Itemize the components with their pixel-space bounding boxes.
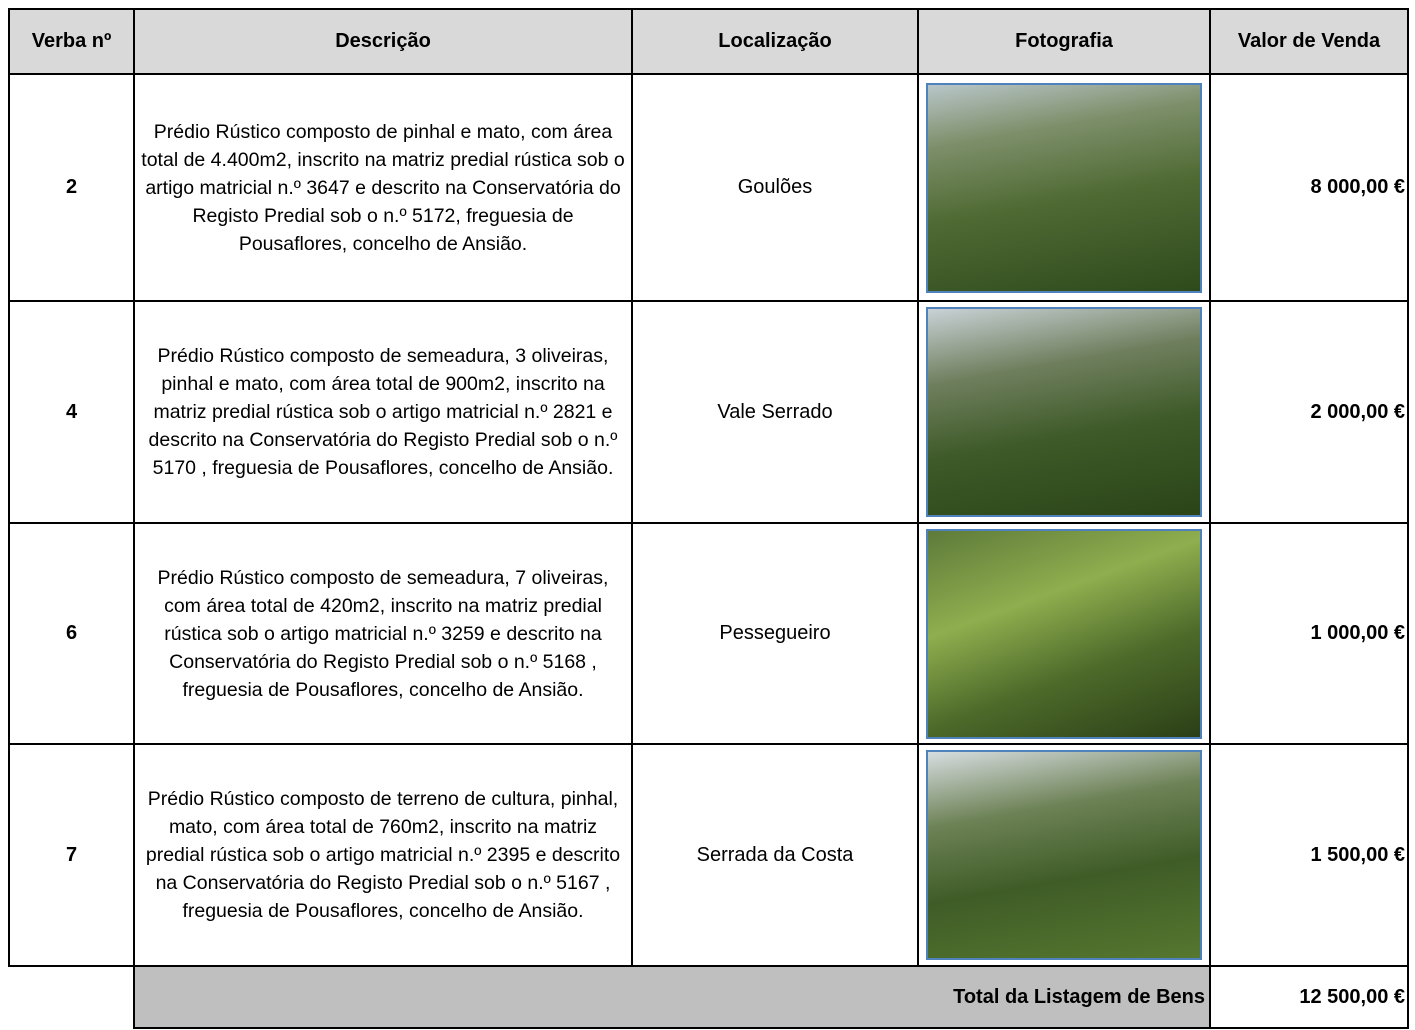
descricao: Prédio Rústico composto de pinhal e mato… [133,73,633,302]
valor: 8 000,00 € [1209,73,1409,302]
header-cell: Verba nº [8,8,135,75]
row: 6 Prédio Rústico composto de semeadura, … [8,522,1409,745]
descricao: Prédio Rústico composto de semeadura, 7 … [133,522,633,745]
row: 7 Prédio Rústico composto de terreno de … [8,743,1409,967]
localizacao: Goulões [631,73,919,302]
verba: 6 [8,522,135,745]
header-row: Verba nº Descrição Localização Fotografi… [8,8,1409,75]
row: 2 Prédio Rústico composto de pinhal e ma… [8,73,1409,302]
photo [926,528,1202,739]
photo-cell [917,743,1211,967]
photo [926,750,1202,960]
valor: 1 500,00 € [1209,743,1409,967]
photo-cell [917,73,1211,302]
blank [9,966,134,1028]
photo-cell [917,300,1211,524]
photo [926,82,1202,293]
total-value: 12 500,00 € [1209,965,1409,1029]
photo [926,307,1202,517]
localizacao: Vale Serrado [631,300,919,524]
total-label: Total da Listagem de Bens [133,965,1211,1029]
header-cell: Localização [631,8,919,75]
header-cell: Descrição [133,8,633,75]
descricao: Prédio Rústico composto de semeadura, 3 … [133,300,633,524]
listing-table: Verba nº Descrição Localização Fotografi… [8,8,1409,1029]
header-cell: Fotografia [917,8,1211,75]
verba: 2 [8,73,135,302]
row: 4 Prédio Rústico composto de semeadura, … [8,300,1409,524]
valor: 2 000,00 € [1209,300,1409,524]
photo-cell [917,522,1211,745]
valor: 1 000,00 € [1209,522,1409,745]
verba: 4 [8,300,135,524]
localizacao: Serrada da Costa [631,743,919,967]
header-cell: Valor de Venda [1209,8,1409,75]
localizacao: Pessegueiro [631,522,919,745]
descricao: Prédio Rústico composto de terreno de cu… [133,743,633,967]
total-row: Total da Listagem de Bens 12 500,00 € [9,965,1409,1029]
verba: 7 [8,743,135,967]
